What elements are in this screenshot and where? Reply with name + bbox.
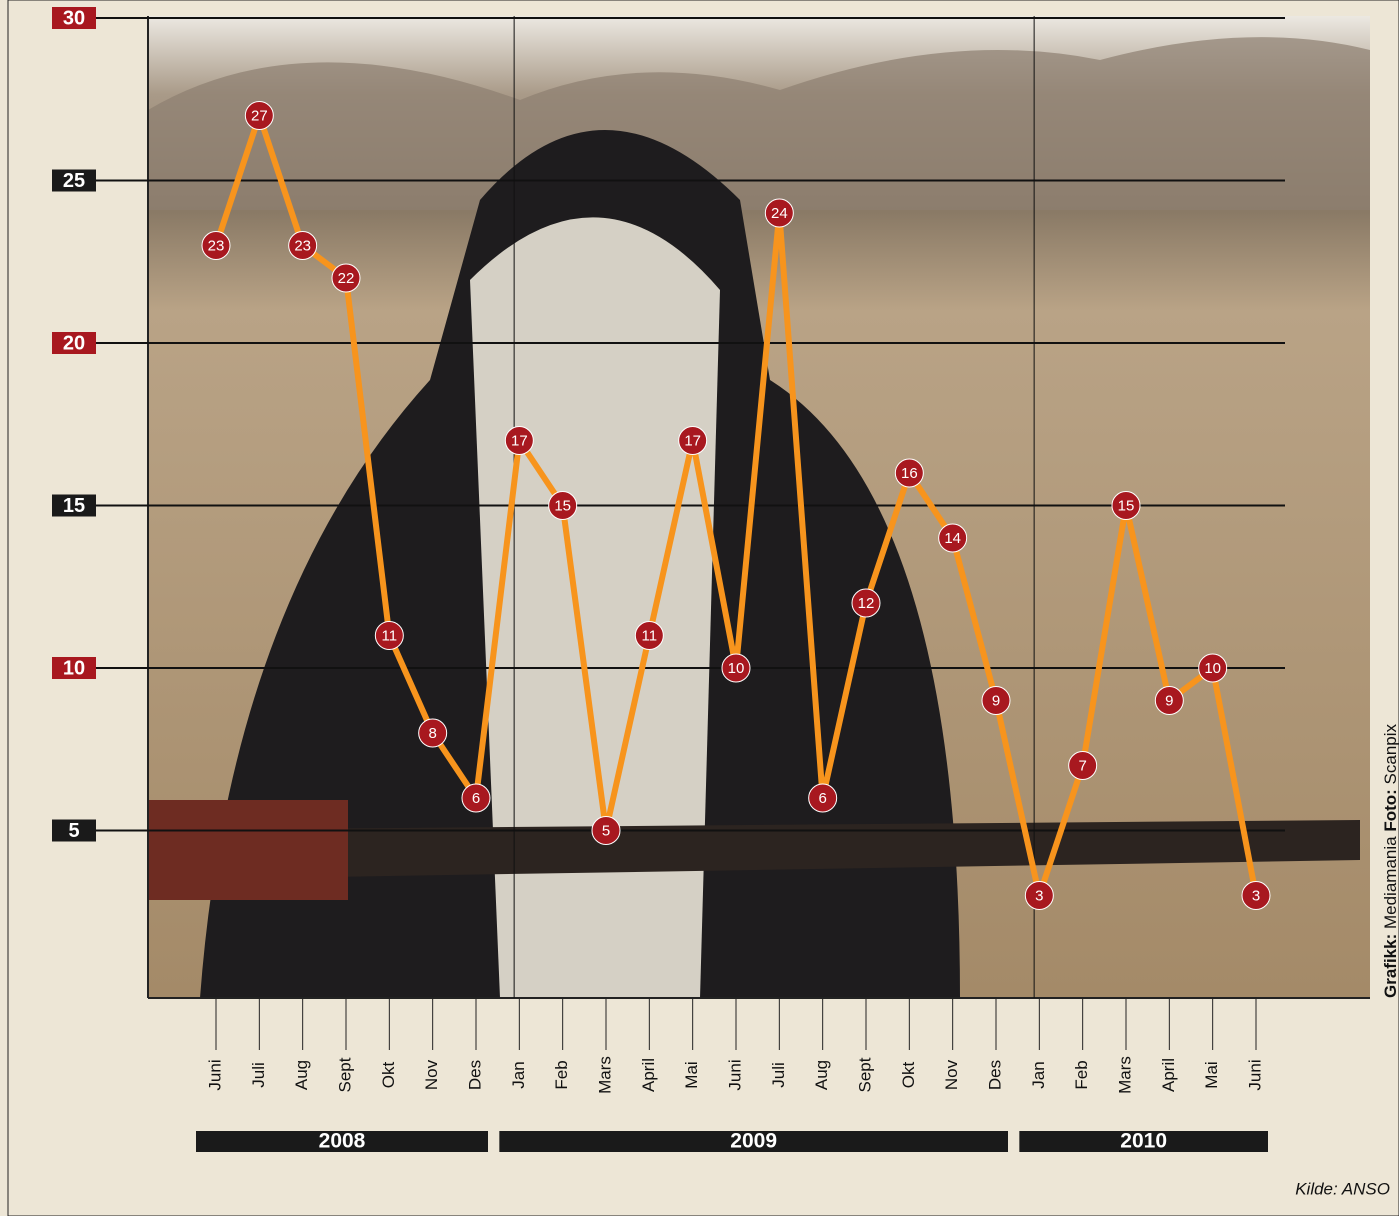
- data-label: 3: [1252, 887, 1260, 904]
- data-label: 11: [382, 627, 398, 644]
- data-label: 17: [511, 432, 528, 449]
- data-label: 10: [1204, 660, 1221, 677]
- data-label: 11: [642, 627, 658, 644]
- credit-label: Grafikk:: [1381, 934, 1399, 998]
- data-label: 5: [602, 822, 610, 839]
- data-label: 17: [684, 432, 701, 449]
- credit-text: Mediamania: [1381, 836, 1399, 929]
- x-tick-label: Nov: [942, 1059, 961, 1090]
- data-label: 9: [1165, 692, 1173, 709]
- data-label: 9: [992, 692, 1000, 709]
- x-tick-label: Jan: [1029, 1061, 1048, 1088]
- x-tick-label: Juni: [205, 1059, 224, 1090]
- x-tick-label: Okt: [899, 1062, 918, 1089]
- x-tick-label: Juni: [725, 1059, 744, 1090]
- data-label: 7: [1078, 757, 1086, 774]
- data-label: 23: [294, 237, 311, 254]
- source: Kilde: ANSO: [1295, 1179, 1390, 1198]
- x-tick-label: Sept: [335, 1057, 354, 1092]
- data-label: 27: [251, 107, 268, 124]
- y-tick-label: 25: [63, 170, 85, 192]
- x-tick-label: Mars: [595, 1056, 614, 1094]
- data-label: 8: [428, 725, 436, 742]
- y-tick-label: 15: [63, 495, 85, 517]
- x-tick-label: Nov: [422, 1059, 441, 1090]
- x-tick-label: Mars: [1115, 1056, 1134, 1094]
- x-tick-label: April: [639, 1058, 658, 1092]
- year-label: 2010: [1120, 1130, 1167, 1153]
- x-tick-label: Des: [465, 1060, 484, 1090]
- x-tick-label: Aug: [812, 1060, 831, 1090]
- y-tick-label: 5: [68, 820, 79, 842]
- x-tick-label: Aug: [292, 1060, 311, 1090]
- credit-label: Foto:: [1381, 789, 1399, 831]
- y-tick-label: 10: [63, 657, 85, 679]
- x-tick-label: Des: [985, 1060, 1004, 1090]
- x-tick-label: Mai: [682, 1061, 701, 1088]
- data-label: 6: [472, 790, 480, 807]
- x-tick-label: Juli: [249, 1062, 268, 1088]
- data-label: 10: [728, 660, 745, 677]
- credit-text: Scanpix: [1381, 723, 1399, 784]
- x-tick-label: Mai: [1202, 1061, 1221, 1088]
- y-tick-label: 20: [63, 332, 85, 354]
- data-label: 15: [1118, 497, 1135, 514]
- y-tick-label: 30: [63, 7, 85, 29]
- year-label: 2008: [319, 1130, 366, 1153]
- credit: Grafikk: Mediamania Foto: Scanpix: [1381, 723, 1399, 998]
- x-tick-label: Sept: [855, 1057, 874, 1092]
- x-tick-label: Jan: [509, 1061, 528, 1088]
- photo: [148, 16, 1370, 998]
- data-label: 15: [554, 497, 571, 514]
- data-label: 23: [208, 237, 225, 254]
- x-tick-label: April: [1159, 1058, 1178, 1092]
- x-tick-label: Okt: [379, 1062, 398, 1089]
- x-tick-label: Feb: [552, 1060, 571, 1089]
- chart: Kilde: ANSO Grafikk: Mediamania Foto: Sc…: [0, 0, 1399, 1216]
- x-tick-label: Juni: [1245, 1059, 1264, 1090]
- data-label: 16: [901, 465, 918, 482]
- x-tick-label: Juli: [769, 1062, 788, 1088]
- data-label: 6: [818, 790, 826, 807]
- data-label: 3: [1035, 887, 1043, 904]
- data-label: 14: [944, 530, 961, 547]
- data-label: 12: [858, 595, 875, 612]
- x-tick-label: Feb: [1072, 1060, 1091, 1089]
- data-label: 24: [771, 205, 788, 222]
- year-label: 2009: [730, 1130, 777, 1153]
- data-label: 22: [338, 270, 355, 287]
